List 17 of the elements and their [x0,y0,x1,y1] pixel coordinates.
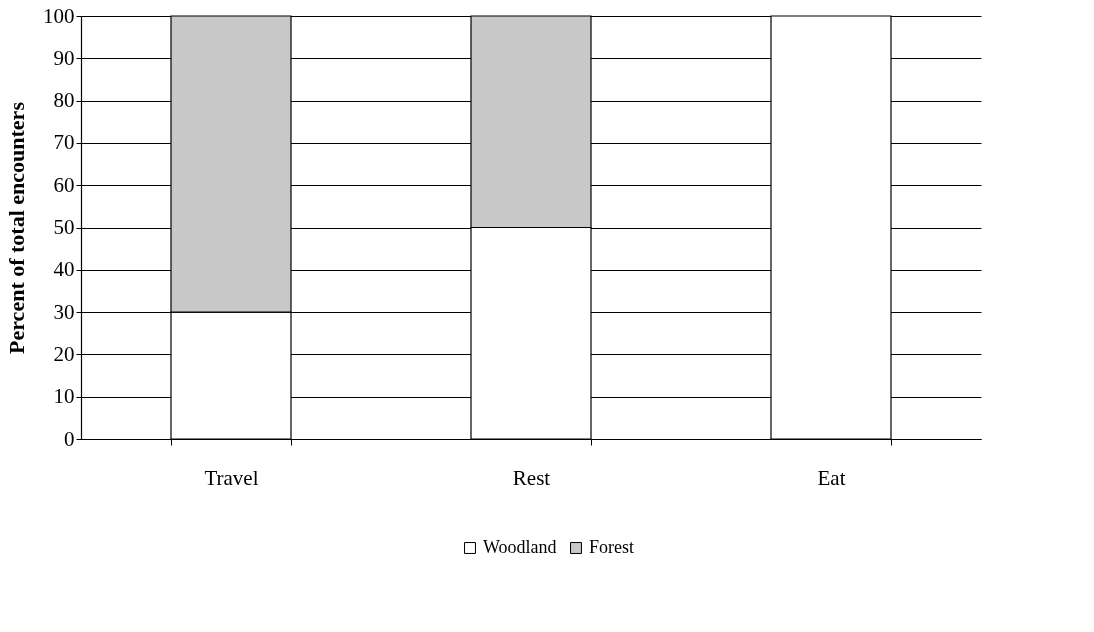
legend-label: Forest [589,537,634,557]
y-tick-label: 30 [53,299,75,324]
y-tick-label: 10 [53,384,75,409]
y-tick-label: 80 [53,88,75,113]
y-tick-label: 50 [53,215,75,239]
x-tick-label: Rest [512,465,551,490]
y-tick-label: 40 [53,257,75,282]
y-tick-label: 60 [53,172,75,197]
y-tick-label: 20 [53,341,75,366]
y-tick-label: 90 [53,45,75,70]
y-tick-label: 100 [43,3,75,28]
y-tick-label: 70 [53,130,75,155]
y-axis-title: Percent of total encounters [4,101,29,354]
x-tick-label: Travel [204,465,259,490]
x-tick-label: Eat [817,465,846,490]
y-tick-label: 0 [64,426,75,451]
legend-label: Woodland [483,537,557,557]
